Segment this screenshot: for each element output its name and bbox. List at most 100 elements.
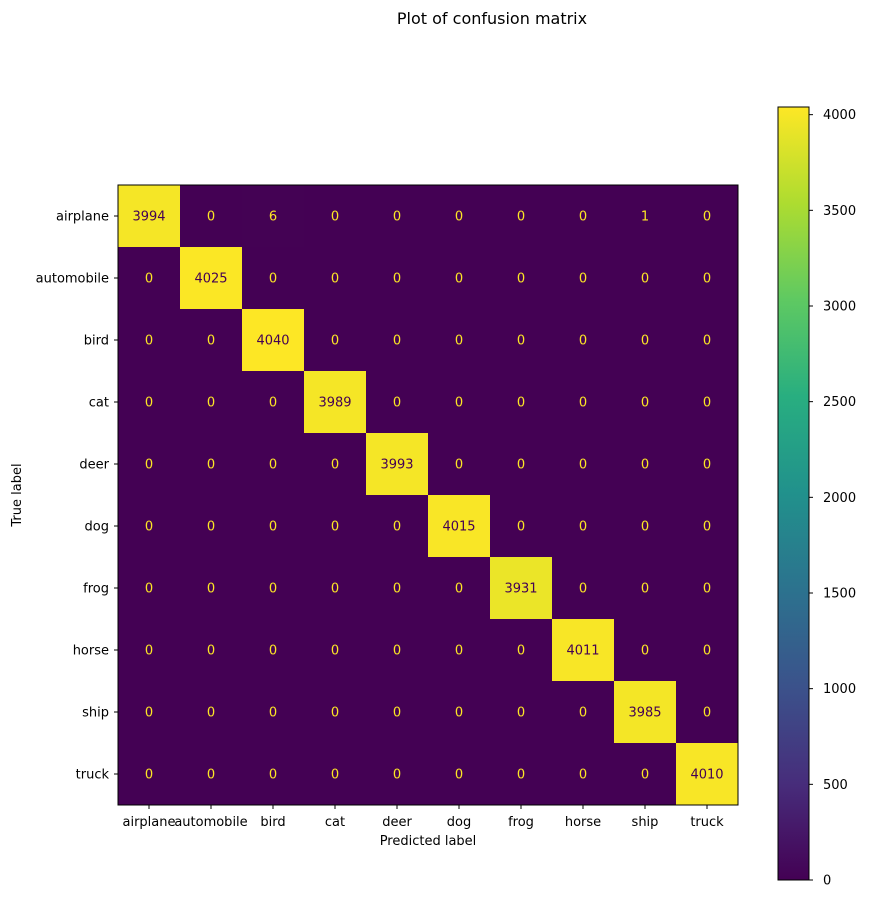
cell-value-label: 3989 (318, 396, 351, 411)
matrix-cell (180, 619, 243, 682)
colorbar-tick-label: 1500 (823, 586, 856, 601)
cell-value-label: 0 (517, 644, 525, 659)
colorbar-ticks: 0 500 1000 1500 2000 2500 3000 3500 4000 (809, 108, 856, 889)
cell-value-label: 3993 (380, 458, 413, 473)
matrix-cell (304, 433, 367, 496)
matrix-cell (118, 371, 181, 434)
matrix-cell (304, 557, 367, 620)
x-axis-label: Predicted label (380, 834, 477, 849)
matrix-cell (428, 681, 491, 744)
matrix-cell (614, 743, 677, 806)
matrix-cell (242, 371, 305, 434)
cell-value-label: 0 (269, 520, 277, 535)
cell-value-label: 0 (393, 768, 401, 783)
cell-value-label: 0 (393, 210, 401, 225)
matrix-cell (428, 247, 491, 310)
cell-value-label: 0 (331, 458, 339, 473)
x-tick-label: frog (508, 815, 534, 830)
matrix-cell (490, 557, 553, 620)
cell-value-label: 0 (455, 272, 463, 287)
matrix-cell (614, 247, 677, 310)
y-tick-label: deer (79, 458, 109, 473)
matrix-cell (490, 433, 553, 496)
cell-value-label: 0 (641, 396, 649, 411)
matrix-cell (552, 247, 615, 310)
matrix-cell (242, 309, 305, 372)
matrix-cell (614, 681, 677, 744)
cell-value-label: 3994 (132, 210, 165, 225)
cell-value-label: 0 (703, 396, 711, 411)
cell-value-label: 0 (455, 458, 463, 473)
matrix-cell (366, 371, 429, 434)
cell-value-label: 0 (393, 272, 401, 287)
matrix-cell (676, 433, 739, 496)
colorbar-tick-label: 0 (823, 874, 831, 889)
cell-value-label: 0 (269, 458, 277, 473)
cell-value-label: 0 (517, 706, 525, 721)
matrix-cell (366, 681, 429, 744)
matrix-cell (552, 619, 615, 682)
matrix-cell (614, 309, 677, 372)
cell-value-label: 0 (517, 768, 525, 783)
cell-value-label: 0 (269, 706, 277, 721)
x-tick-label: deer (382, 815, 412, 830)
matrix-cell (180, 495, 243, 558)
matrix-cell (428, 309, 491, 372)
cell-value-label: 3985 (628, 706, 661, 721)
matrix-cell (304, 619, 367, 682)
matrix-cell (676, 247, 739, 310)
cell-value-label: 0 (641, 334, 649, 349)
colorbar-tick-label: 2000 (823, 491, 856, 506)
cell-value-label: 0 (145, 520, 153, 535)
y-tick-label: truck (76, 768, 110, 783)
matrix-cell (490, 619, 553, 682)
matrix-cell (552, 743, 615, 806)
cell-value-label: 0 (331, 644, 339, 659)
y-tick-label: cat (89, 396, 109, 411)
cell-value-label: 0 (145, 334, 153, 349)
cell-value-label: 0 (393, 520, 401, 535)
matrix-cell (552, 371, 615, 434)
matrix-cell (676, 371, 739, 434)
cell-value-label: 0 (517, 458, 525, 473)
cell-value-label: 0 (393, 644, 401, 659)
matrix-cell (118, 185, 181, 248)
matrix-cell (180, 247, 243, 310)
matrix-cell (180, 371, 243, 434)
matrix-cell (118, 619, 181, 682)
cell-value-label: 0 (207, 582, 215, 597)
colorbar-tick-label: 1000 (823, 682, 856, 697)
y-axis-label: True label (10, 463, 25, 527)
matrix-cell (676, 557, 739, 620)
matrix-cell (366, 309, 429, 372)
cell-value-label: 0 (579, 520, 587, 535)
cell-value-label: 0 (145, 644, 153, 659)
matrix-cell (428, 557, 491, 620)
cell-value-label: 0 (207, 458, 215, 473)
matrix-cell (490, 371, 553, 434)
cell-value-label: 0 (269, 768, 277, 783)
colorbar-tick-label: 3500 (823, 204, 856, 219)
matrix-cell (242, 743, 305, 806)
matrix-cell (428, 743, 491, 806)
cell-value-label: 0 (393, 334, 401, 349)
matrix-cell (118, 681, 181, 744)
cell-value-label: 0 (579, 582, 587, 597)
cell-value-label: 0 (145, 706, 153, 721)
y-tick-label: ship (82, 706, 109, 721)
colorbar-tick-label: 2500 (823, 395, 856, 410)
matrix-cell (118, 247, 181, 310)
cell-value-label: 0 (641, 582, 649, 597)
cell-value-label: 6 (269, 210, 277, 225)
matrix-cell (614, 371, 677, 434)
matrix-cell (614, 557, 677, 620)
matrix-cell (366, 619, 429, 682)
x-tick-label: ship (632, 815, 659, 830)
matrix-cell (552, 495, 615, 558)
colorbar-tick-label: 4000 (823, 108, 856, 123)
cell-value-label: 0 (269, 582, 277, 597)
cell-value-label: 0 (393, 396, 401, 411)
matrix-cell (180, 743, 243, 806)
matrix-cell (428, 433, 491, 496)
matrix-cell (552, 309, 615, 372)
